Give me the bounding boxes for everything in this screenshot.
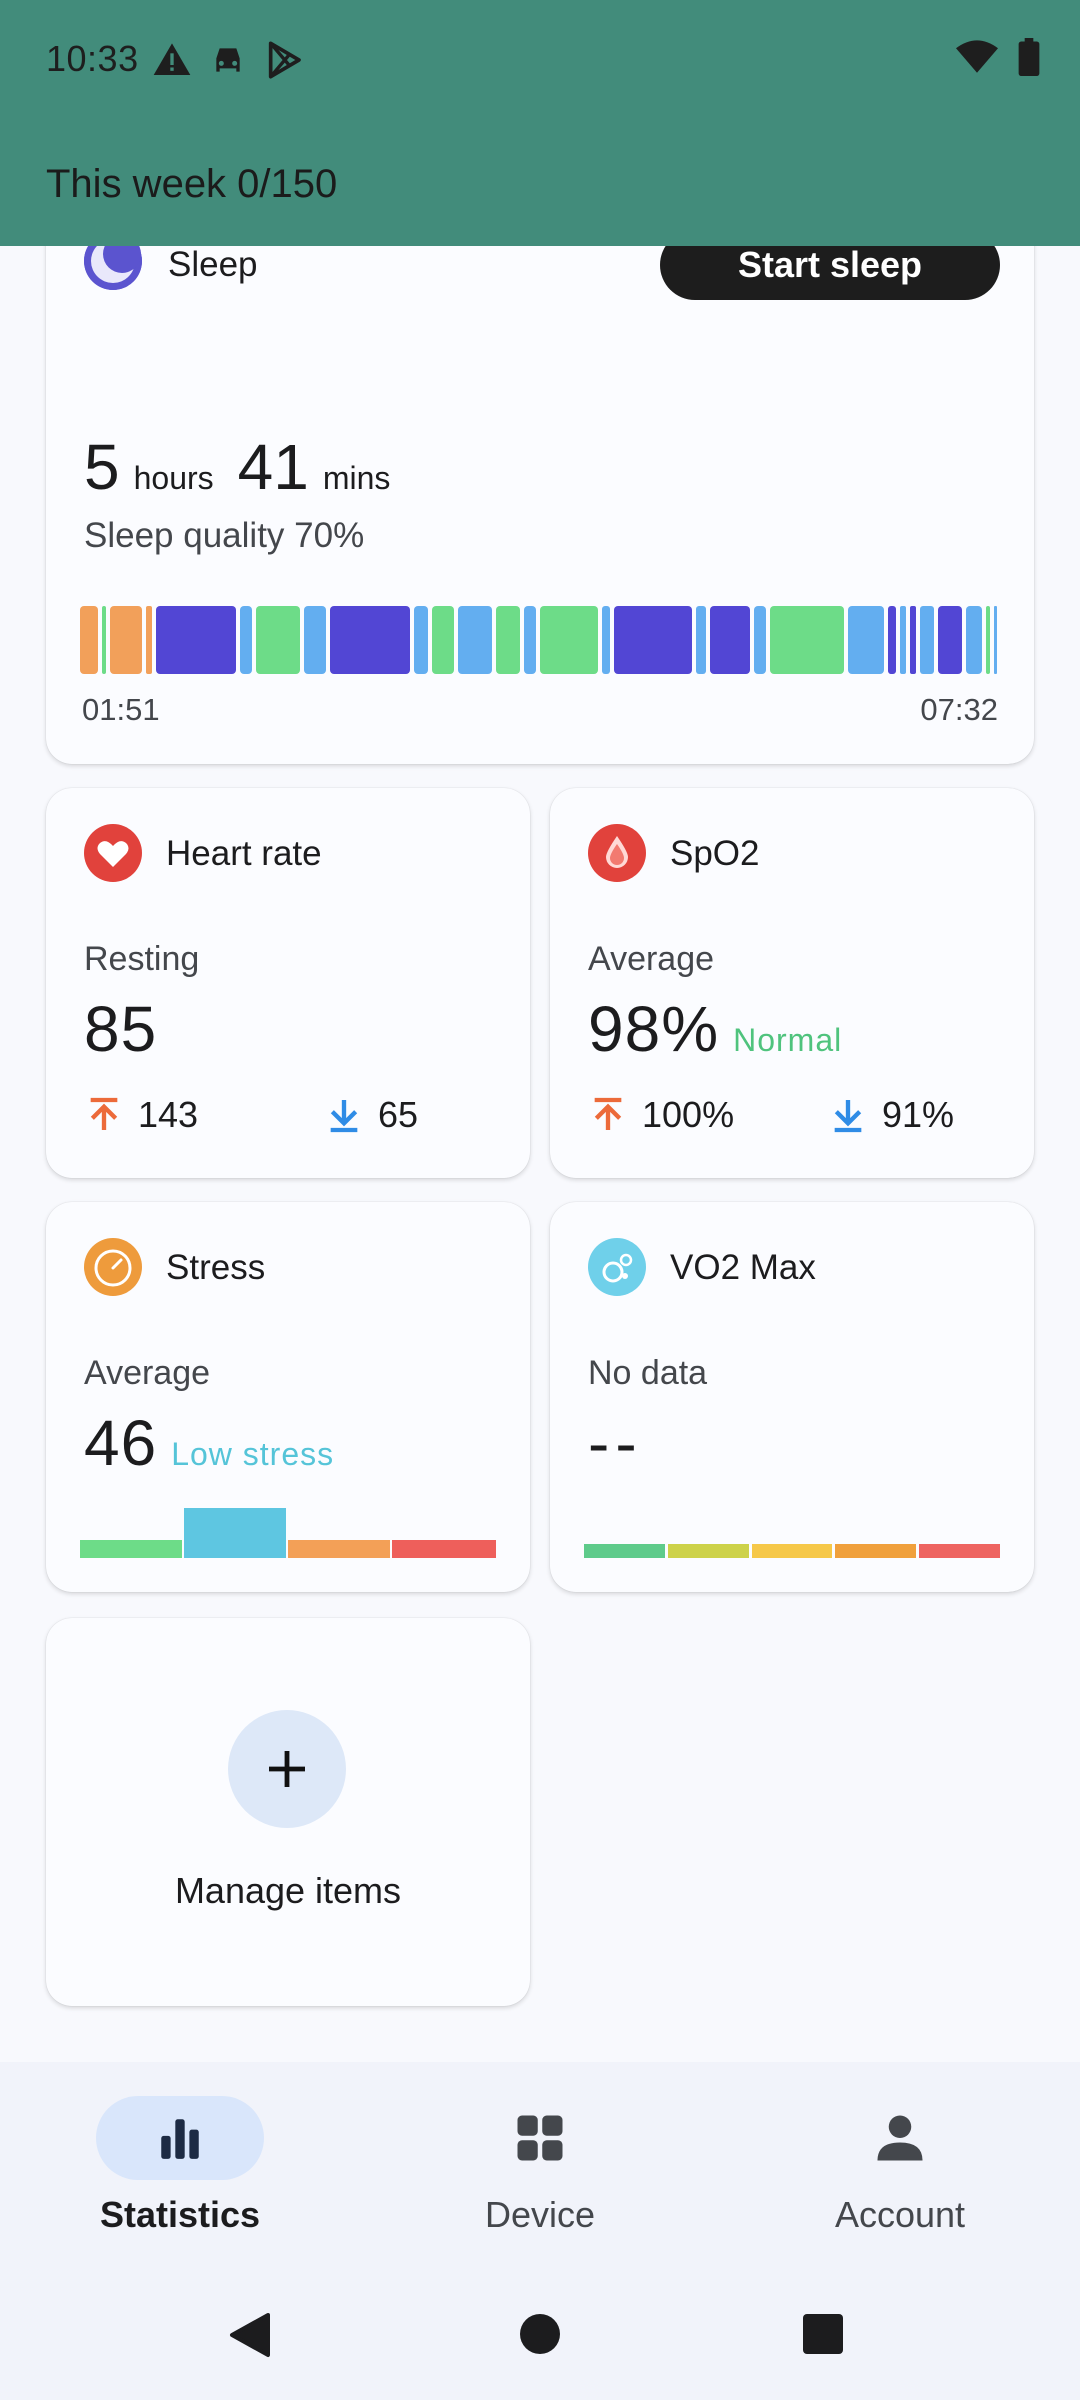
nav-statistics-label: Statistics (99, 2194, 261, 2235)
sleep-end-time: 07:32 (920, 692, 998, 727)
nav-device-label: Device (484, 2194, 596, 2235)
person-icon (877, 2115, 923, 2161)
sleep-mins-unit: mins (322, 460, 391, 496)
status-bar: 10:33 (0, 0, 1080, 118)
stress-status: Low stress (171, 1436, 335, 1472)
wifi-icon (956, 39, 998, 80)
nav-account-pill[interactable] (816, 2096, 984, 2180)
vo2max-label: No data (588, 1354, 708, 1392)
nav-account[interactable]: Account (750, 2096, 1050, 2236)
notification-icons (152, 40, 304, 80)
bubbles-icon (588, 1238, 646, 1296)
grid-icon (517, 2115, 563, 2161)
gauge-icon (84, 1238, 142, 1296)
app-header: 10:33 This week 0/150 (0, 0, 1080, 246)
heart-rate-card[interactable]: Heart rate Resting 85 143 65 (46, 788, 530, 1178)
heart-rate-value: 85 (84, 993, 158, 1065)
sleep-card[interactable]: Sleep Start sleep 5 hours 41 mins Sleep … (46, 200, 1034, 764)
week-progress: This week 0/150 (46, 162, 338, 206)
system-navigation-bar (0, 2300, 1080, 2380)
nav-device-pill[interactable] (456, 2096, 624, 2180)
nav-statistics-pill[interactable] (96, 2096, 264, 2180)
nav-statistics[interactable]: Statistics (30, 2096, 330, 2236)
warning-icon (152, 40, 192, 80)
sleep-title: Sleep (168, 245, 258, 284)
battery-icon (1018, 38, 1040, 81)
spo2-max: 100% (588, 1094, 734, 1136)
stress-title: Stress (166, 1248, 266, 1287)
nav-device[interactable]: Device (390, 2096, 690, 2236)
stress-value: 46 (84, 1407, 158, 1479)
arrow-down-icon (330, 1100, 358, 1133)
back-icon[interactable] (228, 2310, 272, 2360)
heart-rate-max: 143 (84, 1094, 198, 1136)
vo2max-value: -- (588, 1407, 643, 1479)
vo2max-card[interactable]: VO2 Max No data -- (550, 1202, 1034, 1592)
vo2max-level-bar (584, 1544, 1000, 1558)
bar-chart-icon (161, 2119, 199, 2159)
play-store-icon (264, 40, 304, 80)
car-icon (208, 40, 248, 80)
sleep-hours-unit: hours (133, 460, 214, 496)
spo2-value: 98% (588, 993, 720, 1065)
stress-label: Average (84, 1354, 211, 1392)
sleep-mins-value: 41 (237, 431, 309, 503)
sleep-duration: 5 hours 41 mins (84, 430, 400, 504)
spo2-min-value: 91% (882, 1094, 955, 1135)
spo2-card[interactable]: SpO2 Average 98% Normal 100% 91% (550, 788, 1034, 1178)
moon-icon (84, 232, 142, 290)
sleep-start-time: 01:51 (82, 692, 160, 727)
plus-icon (269, 1751, 305, 1787)
heart-rate-title: Heart rate (166, 834, 322, 873)
spo2-status: Normal (733, 1022, 843, 1058)
nav-account-label: Account (834, 2194, 966, 2235)
stress-level-bar (80, 1508, 496, 1558)
manage-items-label: Manage items (174, 1870, 402, 1911)
spo2-max-value: 100% (642, 1094, 735, 1135)
system-icons (956, 38, 1040, 81)
manage-items-card[interactable]: Manage items (46, 1618, 530, 2006)
spo2-min: 91% (828, 1094, 954, 1136)
recents-icon[interactable] (803, 2314, 843, 2354)
spo2-label: Average (588, 940, 715, 978)
heart-rate-min: 65 (324, 1094, 418, 1136)
bottom-navigation: Statistics Device Account (0, 2062, 1080, 2400)
arrow-down-icon (834, 1100, 862, 1133)
spo2-title: SpO2 (670, 834, 760, 873)
sleep-stage-chart (80, 606, 997, 674)
heart-rate-label: Resting (84, 940, 200, 978)
heart-rate-max-value: 143 (138, 1094, 199, 1135)
blood-drop-icon (588, 824, 646, 882)
home-icon[interactable] (520, 2314, 560, 2354)
vo2max-title: VO2 Max (670, 1248, 816, 1287)
stress-card[interactable]: Stress Average 46 Low stress (46, 1202, 530, 1592)
sleep-hours-value: 5 (84, 431, 120, 503)
add-button[interactable] (228, 1710, 346, 1828)
spo2-value-row: 98% Normal (588, 992, 842, 1066)
arrow-up-icon (90, 1097, 118, 1130)
heart-icon (84, 824, 142, 882)
status-time: 10:33 (46, 38, 139, 79)
arrow-up-icon (594, 1097, 622, 1130)
sleep-quality: Sleep quality 70% (84, 516, 365, 555)
stress-value-row: 46 Low stress (84, 1406, 334, 1480)
heart-rate-min-value: 65 (378, 1094, 419, 1135)
